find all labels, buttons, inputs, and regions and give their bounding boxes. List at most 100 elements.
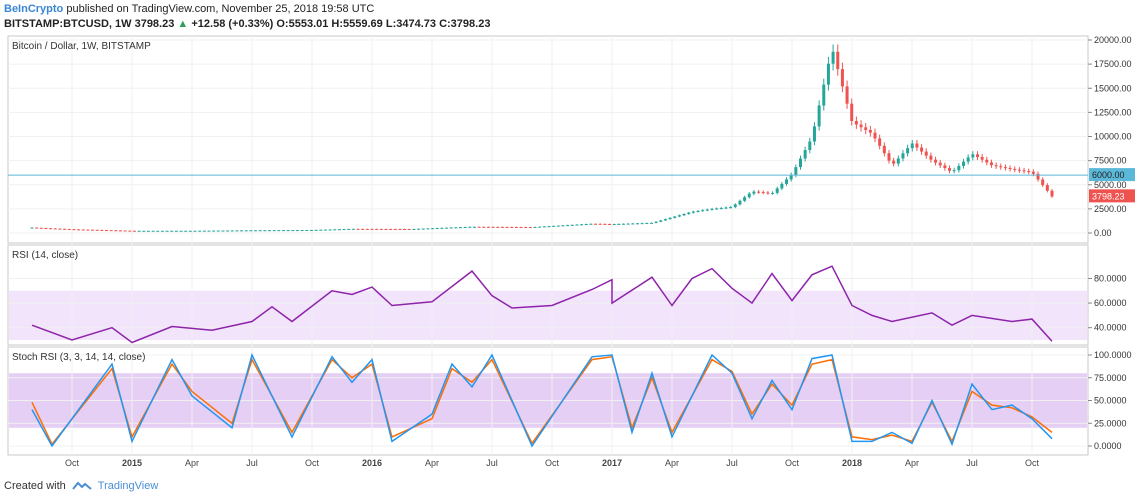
candle-body [910, 143, 914, 149]
candle-body [454, 227, 458, 229]
candle-body [812, 126, 816, 142]
x-tick-label: Oct [545, 458, 560, 468]
candle-body [282, 230, 286, 232]
candle-body [826, 63, 830, 85]
candle-body [524, 227, 528, 229]
candle-body [677, 215, 681, 217]
candle-body [808, 141, 812, 151]
candle-body [850, 103, 854, 122]
x-tick-label: Jul [486, 458, 498, 468]
candle-body [212, 230, 216, 232]
candle-body [184, 230, 188, 232]
x-tick-label: 2016 [362, 458, 382, 468]
candle-body [486, 226, 490, 228]
candle-body [100, 229, 104, 231]
candle-body [426, 228, 430, 230]
candle-body [780, 183, 784, 189]
candle-body [864, 127, 868, 130]
candle-body [1031, 171, 1035, 174]
price-change: +12.58 (+0.33%) [191, 18, 274, 30]
candle-body [30, 227, 34, 229]
candle-body [458, 227, 462, 229]
candle-body [649, 222, 653, 224]
publisher-link[interactable]: BeInCrypto [4, 3, 64, 15]
candle-body [500, 226, 504, 228]
x-tick-label: Oct [785, 458, 800, 468]
candle-body [435, 228, 439, 230]
x-tick-label: Apr [425, 458, 439, 468]
candle-body [859, 124, 863, 128]
candle-body [1022, 170, 1026, 172]
candle-body [547, 226, 551, 228]
close-value: C:3798.23 [439, 18, 491, 30]
candle-body [999, 166, 1003, 168]
candle-body [659, 220, 663, 222]
candle-body [514, 226, 518, 228]
candle-body [151, 230, 155, 232]
support-line-tag [1089, 168, 1135, 182]
x-tick-label: Oct [305, 458, 320, 468]
candle-body [989, 162, 993, 166]
candle-body [193, 230, 197, 232]
candle-body [612, 224, 616, 226]
candle-body [1008, 168, 1012, 170]
candle-body [286, 230, 290, 232]
candle-body [561, 225, 565, 227]
candle-body [943, 165, 947, 169]
candle-body [440, 227, 444, 229]
candle-body [831, 51, 835, 64]
candle-body [640, 223, 644, 225]
candle-body [929, 155, 933, 160]
candle-body [1036, 173, 1040, 180]
candle-body [67, 229, 71, 231]
candle-body [240, 230, 244, 232]
candle-body [1045, 185, 1049, 191]
x-tick-label: Apr [905, 458, 919, 468]
candle-body [146, 230, 150, 232]
candle-body [980, 157, 984, 160]
candle-body [77, 229, 81, 231]
candle-body [258, 230, 262, 232]
candle-body [701, 210, 705, 212]
candle-body [370, 228, 374, 230]
y-tick-label: 50.0000 [1094, 396, 1127, 406]
candle-body [356, 228, 360, 230]
candle-body [705, 209, 709, 211]
candle-body [445, 227, 449, 229]
last-price-tag [1089, 189, 1135, 203]
candle-body [351, 228, 355, 230]
candle-body [542, 226, 546, 228]
ohlc-line: BITSTAMP:BTCUSD, 1W 3798.23 ▲ +12.58 (+0… [4, 17, 490, 32]
candle-body [1050, 190, 1054, 197]
y-tick-label: 60.0000 [1094, 298, 1127, 308]
candle-body [682, 213, 686, 216]
published-text: published on TradingView.com, November 2… [66, 3, 375, 15]
candle-body [1027, 171, 1031, 173]
candle-body [556, 225, 560, 227]
candle-body [673, 216, 677, 218]
candle-body [785, 179, 789, 184]
candle-body [221, 230, 225, 232]
candle-body [463, 226, 467, 228]
last-price-label: 3798.23 [1092, 191, 1125, 201]
y-tick-label: 12500.00 [1094, 107, 1132, 117]
candle-body [95, 229, 99, 231]
change-arrow-icon: ▲ [177, 18, 189, 30]
candle-body [710, 208, 714, 210]
last-price: 3798.23 [134, 18, 175, 30]
candle-body [924, 151, 928, 156]
candle-body [188, 230, 192, 232]
tradingview-link[interactable]: TradingView [97, 480, 159, 492]
candle-body [719, 207, 723, 209]
y-tick-label: 40.0000 [1094, 323, 1127, 333]
candle-body [528, 227, 532, 229]
candle-body [882, 145, 886, 154]
candle-body [817, 105, 821, 127]
candle-body [365, 228, 369, 230]
candle-body [226, 230, 230, 232]
y-tick-label: 17500.00 [1094, 59, 1132, 69]
created-with-text: Created with [4, 480, 66, 492]
candle-body [477, 226, 481, 228]
x-tick-label: Jul [726, 458, 738, 468]
